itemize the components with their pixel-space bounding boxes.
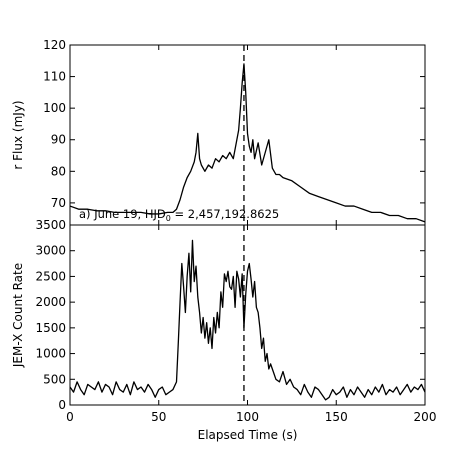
flux-annotation-value: = 2,457,192.8625 bbox=[171, 207, 279, 221]
flux-y-tick-label: 110 bbox=[43, 70, 66, 84]
x-tick-label: 200 bbox=[414, 410, 437, 424]
count-rate-plot-frame bbox=[69, 224, 426, 406]
flux-y-tick-label: 120 bbox=[43, 38, 66, 52]
x-tick-label: 100 bbox=[236, 410, 259, 424]
x-tick-label: 0 bbox=[66, 410, 74, 424]
flux-annotation-subscript: 0 bbox=[166, 214, 171, 223]
count-rate-y-tick-label: 2500 bbox=[35, 269, 66, 283]
count-rate-y-tick-label: 500 bbox=[43, 372, 66, 386]
count-rate-y-tick-label: 3500 bbox=[35, 218, 66, 232]
flux-y-tick-label: 70 bbox=[51, 196, 66, 210]
flux-y-axis-label: r Flux (mJy) bbox=[11, 100, 25, 169]
count-rate-y-axis-label: JEM-X Count Rate bbox=[11, 263, 25, 368]
count-rate-y-tick-label: 2000 bbox=[35, 295, 66, 309]
flux-annotation-main: a) June 19, HJD bbox=[79, 207, 166, 221]
flux-y-ticks: 70 80 90 100 110 120 bbox=[43, 38, 425, 210]
count-rate-y-tick-label: 0 bbox=[58, 398, 66, 412]
count-rate-y-tick-label: 1500 bbox=[35, 321, 66, 335]
flux-y-tick-label: 80 bbox=[51, 164, 66, 178]
count-rate-y-tick-label: 1000 bbox=[35, 347, 66, 361]
flux-y-tick-label: 100 bbox=[43, 101, 66, 115]
count-rate-series-line bbox=[69, 239, 426, 401]
x-tick-label: 50 bbox=[151, 410, 166, 424]
x-axis-label: Elapsed Time (s) bbox=[198, 428, 298, 442]
count-rate-y-ticks: 0 500 1000 1500 2000 2500 3000 3500 bbox=[35, 218, 425, 412]
flux-y-tick-label: 90 bbox=[51, 133, 66, 147]
count-rate-panel: 0 500 1000 1500 2000 2500 3000 3500 0 50 100 150 20… bbox=[11, 218, 436, 442]
flux-annotation: a) June 19, HJD0 = 2,457,192.8625 bbox=[79, 207, 279, 223]
flux-series-line bbox=[69, 63, 426, 223]
flux-panel: 70 80 90 100 110 120 r Flux (mJy) a) June 19,… bbox=[11, 38, 426, 226]
flux-x-ticks bbox=[69, 45, 426, 225]
count-rate-y-tick-label: 3000 bbox=[35, 244, 66, 258]
count-rate-x-ticks: 0 50 100 150 200 bbox=[66, 225, 436, 424]
x-tick-label: 150 bbox=[325, 410, 348, 424]
